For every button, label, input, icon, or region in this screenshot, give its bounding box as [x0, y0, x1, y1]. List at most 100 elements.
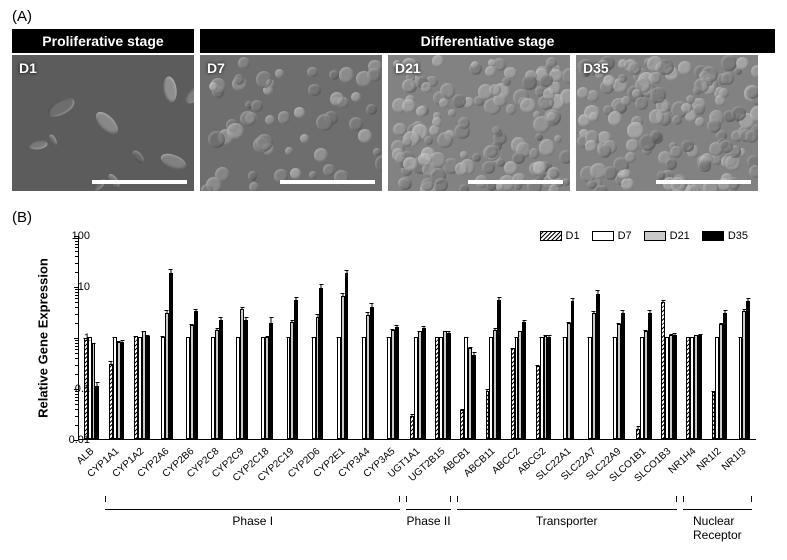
bargroup-slc22a9: [611, 313, 627, 439]
micrograph-d7: D7: [200, 55, 382, 191]
legend-label: D35: [728, 230, 748, 242]
bar: [746, 301, 750, 439]
scale-bar: [656, 180, 751, 184]
legend-d7: D7: [592, 230, 632, 242]
y-tick-mark: [74, 389, 78, 390]
bargroup-abcg2: [536, 336, 552, 439]
scale-bar: [92, 180, 187, 184]
y-tick-mark: [74, 236, 78, 237]
legend-swatch-d21: [644, 231, 666, 241]
bar: [269, 323, 273, 439]
legend-swatch-d35: [702, 231, 724, 241]
micrograph-label: D7: [207, 60, 225, 76]
stage-bar: Proliferative stage Differentiative stag…: [12, 29, 775, 53]
bar: [422, 328, 426, 439]
bargroup-nr1h4: [686, 335, 702, 439]
bargroup-abcc2: [510, 322, 526, 439]
bar: [345, 273, 349, 439]
bargroup-slco1b1: [636, 313, 652, 439]
bar: [522, 322, 526, 439]
bargroup-nr1i2: [711, 313, 727, 439]
bargroup-slco1b3: [661, 302, 677, 439]
y-tick-mark: [74, 287, 78, 288]
bar: [146, 336, 150, 439]
gene-expression-chart: Relative Gene Expression D1 D7 D21 D35 0…: [22, 230, 762, 530]
bargroup-abcb1: [460, 337, 476, 439]
bargroup-slc22a1: [561, 301, 577, 439]
micrograph-label: D1: [19, 60, 37, 76]
panel-b-label: (B): [12, 209, 775, 226]
group-label: Transporter: [536, 514, 598, 528]
micrograph-row: D1 D7 D21 D35: [12, 55, 775, 191]
legend-label: D21: [670, 230, 690, 242]
micrograph-d21: D21: [388, 55, 570, 191]
group-label: Phase II: [407, 514, 451, 528]
scale-bar: [468, 180, 563, 184]
y-axis-label: Relative Gene Expression: [36, 258, 51, 418]
y-tick-mark: [74, 338, 78, 339]
plot-area: Relative Gene Expression: [78, 236, 756, 440]
bargroup-ugt1a1: [410, 328, 426, 439]
group-bracket: [406, 502, 450, 510]
bar: [244, 320, 248, 439]
legend-d21: D21: [644, 230, 690, 242]
x-tick-label: NR1I3: [720, 446, 748, 473]
bargroup-cyp2c18: [259, 323, 275, 439]
bar: [571, 301, 575, 439]
bargroup-slc22a7: [586, 294, 602, 439]
legend-swatch-d1: [540, 231, 562, 241]
micrograph-d1: D1: [12, 55, 194, 191]
legend-swatch-d7: [592, 231, 614, 241]
bar: [121, 342, 125, 439]
group-label: Phase I: [232, 514, 273, 528]
bargroup-cyp3a5: [385, 327, 401, 439]
bargroup-cyp1a1: [109, 337, 125, 439]
bargroup-abcb11: [485, 300, 501, 439]
bargroup-cyp2e1: [335, 273, 351, 439]
bar: [673, 335, 677, 439]
bargroup-cyp2c9: [234, 309, 250, 439]
panel-a-label: (A): [12, 8, 775, 25]
group-bracket: [105, 502, 400, 510]
micrograph-d35: D35: [576, 55, 758, 191]
legend-label: D7: [618, 230, 632, 242]
group-label: Nuclear Receptor: [693, 514, 742, 542]
group-bracket: [457, 502, 677, 510]
bar: [648, 313, 652, 439]
scale-bar: [280, 180, 375, 184]
bar: [596, 294, 600, 439]
bargroup-cyp1a2: [134, 331, 150, 439]
bar: [395, 327, 399, 439]
bar: [370, 307, 374, 439]
bar: [194, 311, 198, 439]
bargroup-cyp2a6: [159, 273, 175, 439]
bargroup-cyp2d6: [310, 288, 326, 439]
bar: [472, 355, 476, 439]
bar: [219, 320, 223, 439]
bar: [294, 300, 298, 439]
bar: [698, 335, 702, 439]
chart-legend: D1 D7 D21 D35: [540, 230, 749, 242]
legend-label: D1: [566, 230, 580, 242]
y-tick-mark: [74, 440, 78, 441]
x-tick-label: NR1I2: [695, 446, 723, 473]
proliferative-stage-label: Proliferative stage: [12, 29, 194, 53]
bargroup-ugt2b15: [435, 331, 451, 439]
bar: [447, 333, 451, 439]
bargroup-cyp3a4: [360, 307, 376, 439]
bar: [723, 313, 727, 439]
differentiative-stage-label: Differentiative stage: [200, 29, 775, 53]
bar: [547, 337, 551, 439]
micrograph-label: D21: [395, 60, 421, 76]
bar: [169, 273, 173, 439]
x-tick-label: NR1H4: [667, 446, 699, 476]
legend-d1: D1: [540, 230, 580, 242]
bargroup-cyp2c8: [209, 320, 225, 439]
bar: [95, 386, 99, 439]
group-bracket: [683, 502, 752, 510]
micrograph-label: D35: [583, 60, 609, 76]
bargroup-cyp2b6: [184, 311, 200, 439]
bar: [497, 300, 501, 439]
legend-d35: D35: [702, 230, 748, 242]
bar: [621, 313, 625, 439]
